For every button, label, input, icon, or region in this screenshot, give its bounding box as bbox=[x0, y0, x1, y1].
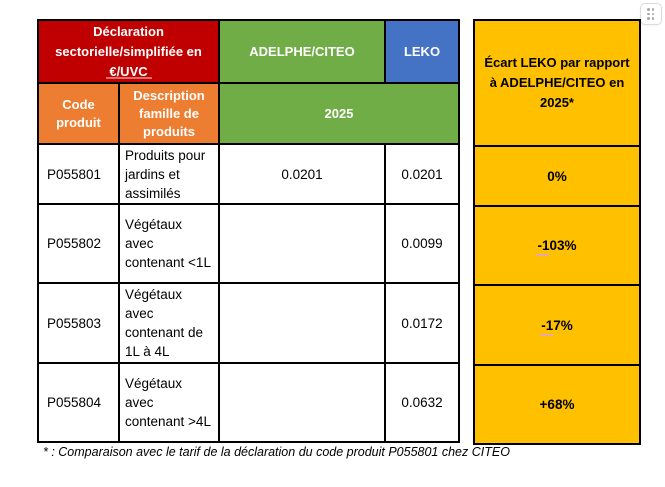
ecart-value-cell[interactable]: +68% bbox=[473, 364, 641, 445]
leko-value-cell[interactable]: 0.0172 bbox=[384, 282, 460, 364]
leko-value-cell[interactable]: 0.0201 bbox=[384, 143, 460, 205]
leko-header-cell[interactable]: LEKO bbox=[384, 19, 460, 84]
description-cell[interactable]: Végétaux avec contenant de 1L à 4L bbox=[118, 282, 220, 364]
ecart-header-cell[interactable]: Écart LEKO par rapport à ADELPHE/CITEO e… bbox=[473, 19, 641, 147]
table-title-cell[interactable]: Déclaration sectorielle/simplifiée en €/… bbox=[37, 19, 220, 84]
table-row: P055804 Végétaux avec contenant >4L 0.06… bbox=[37, 362, 460, 443]
year-header-cell[interactable]: 2025 bbox=[218, 82, 460, 145]
adelphe-citeo-header-cell[interactable]: ADELPHE/CITEO bbox=[218, 19, 386, 84]
ecart-column-table: Écart LEKO par rapport à ADELPHE/CITEO e… bbox=[473, 19, 641, 445]
adelphe-value-cell[interactable] bbox=[218, 282, 386, 364]
code-cell[interactable]: P055804 bbox=[37, 362, 120, 443]
leko-value-cell[interactable]: 0.0099 bbox=[384, 203, 460, 284]
spellcheck-underline bbox=[105, 77, 152, 79]
ecart-value-cell[interactable]: 0% bbox=[473, 145, 641, 207]
adelphe-value-cell[interactable] bbox=[218, 362, 386, 443]
footnote[interactable]: * : Comparaison avec le tarif de la décl… bbox=[43, 445, 510, 459]
six-dot-grid-icon bbox=[647, 8, 655, 20]
description-cell[interactable]: Produits pour jardins et assimilés bbox=[118, 143, 220, 205]
ecart-value: +68% bbox=[539, 397, 575, 412]
table-row: P055801 Produits pour jardins et assimil… bbox=[37, 143, 460, 205]
code-cell[interactable]: P055802 bbox=[37, 203, 120, 284]
tariff-table: Déclaration sectorielle/simplifiée en €/… bbox=[37, 19, 460, 443]
table-row: P055802 Végétaux avec contenant <1L 0.00… bbox=[37, 203, 460, 284]
ecart-value: -103% bbox=[536, 238, 577, 256]
code-produit-header-cell[interactable]: Code produit bbox=[37, 82, 120, 145]
ecart-value: 0% bbox=[547, 168, 567, 184]
table-move-handle-button[interactable] bbox=[640, 3, 662, 25]
ecart-value: -17% bbox=[540, 317, 573, 336]
adelphe-value-cell[interactable] bbox=[218, 203, 386, 284]
code-cell[interactable]: P055801 bbox=[37, 143, 120, 205]
table-title: Déclaration sectorielle/simplifiée en €/… bbox=[55, 23, 202, 79]
description-cell[interactable]: Végétaux avec contenant <1L bbox=[118, 203, 220, 284]
code-cell[interactable]: P055803 bbox=[37, 282, 120, 364]
table-row: P055803 Végétaux avec contenant de 1L à … bbox=[37, 282, 460, 364]
adelphe-value-cell[interactable]: 0.0201 bbox=[218, 143, 386, 205]
leko-value-cell[interactable]: 0.0632 bbox=[384, 362, 460, 443]
ecart-value-cell[interactable]: -103% bbox=[473, 205, 641, 286]
description-header-cell[interactable]: Description famille de produits bbox=[118, 82, 220, 145]
description-cell[interactable]: Végétaux avec contenant >4L bbox=[118, 362, 220, 443]
comparison-tables: Déclaration sectorielle/simplifiée en €/… bbox=[37, 19, 641, 445]
ecart-value-cell[interactable]: -17% bbox=[473, 284, 641, 366]
